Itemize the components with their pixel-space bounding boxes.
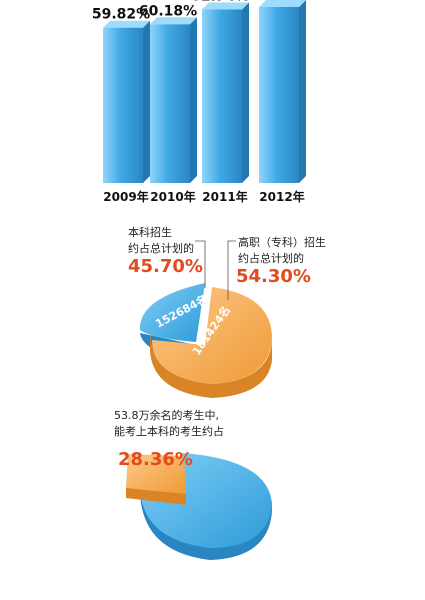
pie1-label-1-line-2: 约占总计划的 (128, 241, 194, 255)
bar-top (259, 0, 306, 7)
bar (259, 7, 299, 183)
x-tick-label: 2012年 (259, 189, 304, 204)
leader-line-1 (195, 240, 206, 288)
pie3-caption-line-2: 能考上本科的考生约占 (114, 424, 224, 438)
leader-line-2 (227, 240, 236, 300)
bar-chart: 59.82% 2009年 60.18% 2010年 61.74% 2011年 62% 2012… (92, 0, 313, 204)
pie1-value-2: 54.30% (236, 266, 311, 287)
bar-value-label: 59.82% (92, 7, 150, 23)
bar (150, 24, 190, 183)
pie-slice-vocational (152, 287, 272, 384)
pie1-label-2-line-2: 约占总计划的 (238, 251, 304, 265)
pie1-value-1: 45.70% (128, 256, 203, 277)
bar-side (190, 17, 197, 183)
bar-side (299, 0, 306, 183)
x-tick-label: 2009年 (103, 189, 148, 204)
pie3-caption-line-1: 53.8万余名的考生中, (114, 408, 219, 422)
pie-slice-undergrad (139, 283, 205, 342)
bar-top (103, 20, 150, 28)
bar-top (202, 2, 249, 10)
pie1-label-2-line-1: 高职（专科）招生 (238, 235, 326, 249)
bar-side (143, 20, 150, 184)
pie1-label-1-line-1: 本科招生 (128, 225, 172, 239)
bar-top (150, 17, 197, 25)
bar-value-label: 62% (251, 0, 313, 2)
x-tick-label: 2011年 (202, 189, 247, 204)
x-tick-label: 2010年 (150, 189, 195, 204)
bar-side (242, 2, 249, 183)
pie3-value: 28.36% (118, 449, 193, 470)
pie-chart-enrollment: 152684名 181424名 本科招生 约占总计划的 45.70% 高职（专科… (128, 225, 326, 398)
pie-chart-admission: 53.8万余名的考生中, 能考上本科的考生约占 28.36% (114, 408, 272, 560)
bar (103, 27, 143, 184)
pie-slice-admitted (126, 454, 186, 494)
bar-value-label: 61.74% (191, 0, 249, 4)
bar (202, 9, 242, 183)
bar-value-label: 60.18% (139, 3, 197, 19)
